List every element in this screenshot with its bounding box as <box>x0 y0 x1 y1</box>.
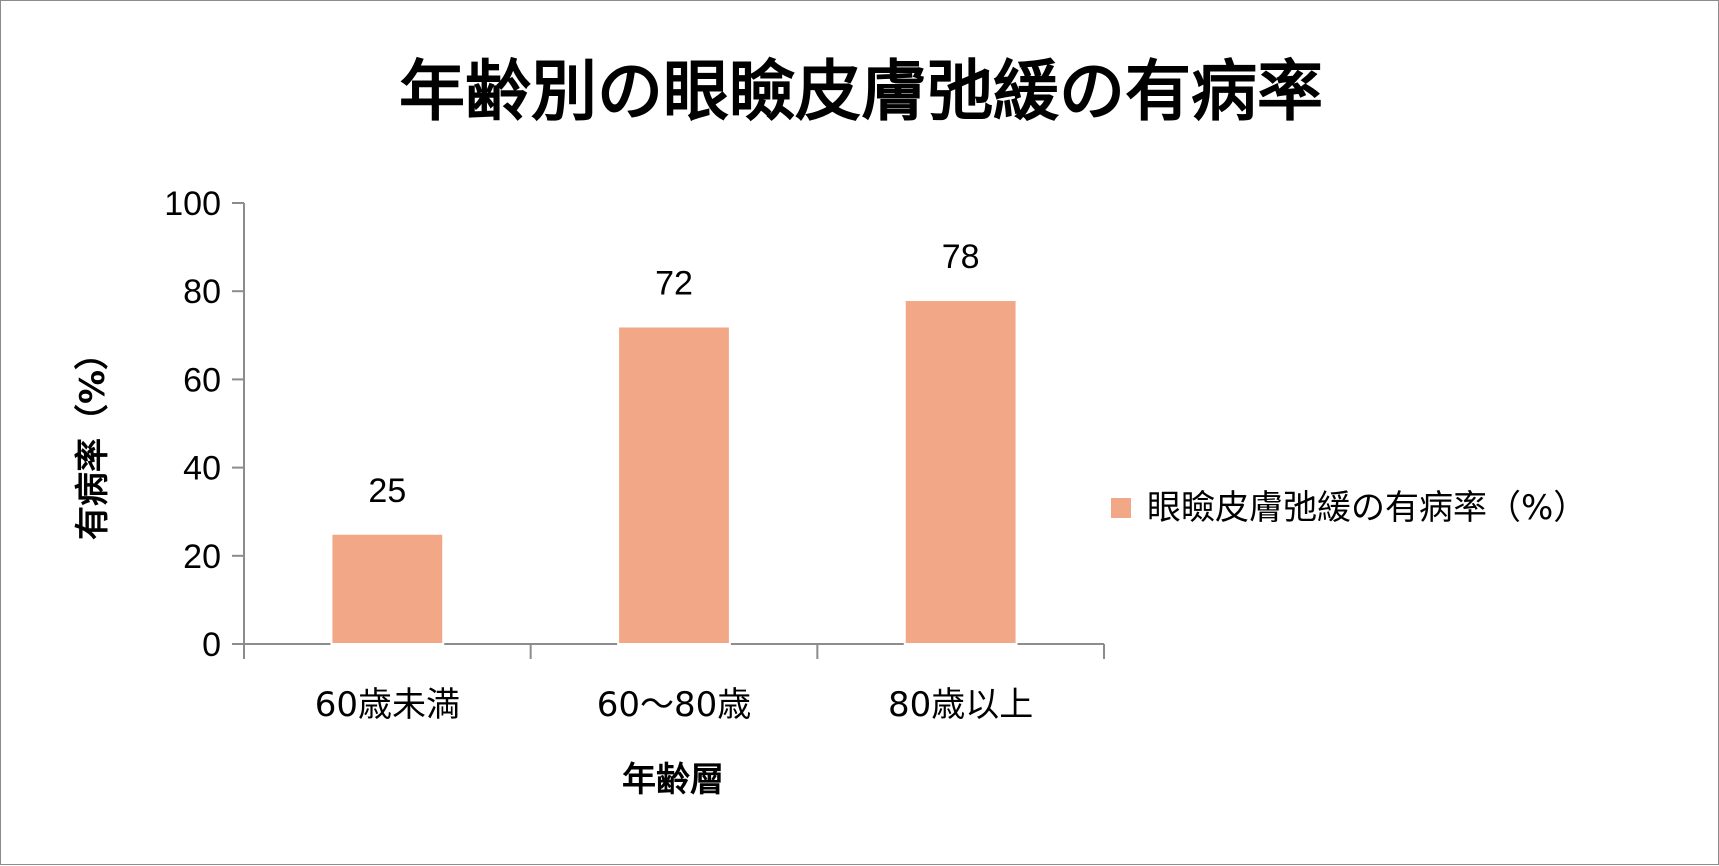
data-label: 78 <box>942 238 980 276</box>
legend: 眼瞼皮膚弛緩の有病率（%） <box>1111 488 1587 528</box>
legend-swatch <box>1111 498 1131 518</box>
category-label: 80歳以上 <box>888 685 1033 725</box>
category-label: 60～80歳 <box>597 685 752 725</box>
x-axis-title: 年齢層 <box>622 760 724 800</box>
data-labels: 25 72 78 <box>368 238 979 510</box>
chart-title: 年齢別の眼瞼皮膚弛緩の有病率 <box>399 53 1323 130</box>
category-label: 60歳未満 <box>315 685 460 725</box>
y-tick-label: 80 <box>183 273 221 311</box>
data-label: 25 <box>368 472 406 510</box>
bar <box>903 299 1018 645</box>
bar <box>330 532 445 645</box>
bars <box>330 299 1018 645</box>
y-tick-label: 0 <box>202 626 221 664</box>
y-tick-label: 20 <box>183 538 221 576</box>
y-tick-label: 40 <box>183 450 221 488</box>
legend-label: 眼瞼皮膚弛緩の有病率（%） <box>1147 488 1587 528</box>
y-axis-title: 有病率（%） <box>73 336 113 540</box>
bar <box>617 325 731 645</box>
y-axis: 0 20 40 60 80 100 <box>164 185 245 664</box>
category-labels: 60歳未満 60～80歳 80歳以上 <box>315 685 1034 725</box>
x-axis <box>243 643 1105 659</box>
data-label: 72 <box>655 264 693 302</box>
y-tick-label: 100 <box>164 185 221 223</box>
y-tick-label: 60 <box>183 361 221 399</box>
